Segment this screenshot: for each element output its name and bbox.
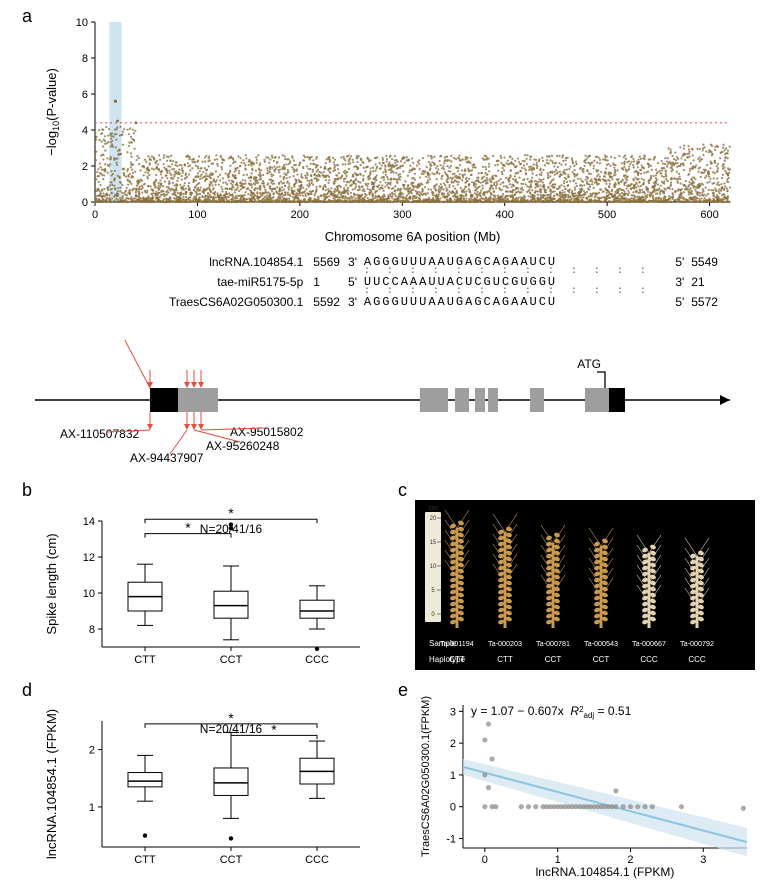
svg-text:Chromosome 6A position (Mb): Chromosome 6A position (Mb): [325, 229, 501, 244]
svg-text:600: 600: [700, 209, 718, 221]
boxplot-lncrna-fpkm: 12lncRNA.104854.1 (FPKM)CTTCCTCCC**N=20/…: [40, 695, 370, 875]
sequence-alignment: lncRNA.104854.1 5569 3' AGGGUUUAAUGAGCAG…: [160, 255, 720, 309]
svg-text:0: 0: [92, 209, 98, 221]
scatter-regression: 0123-10123lncRNA.104854.1 (FPKM)TraesCS6…: [415, 695, 755, 880]
svg-text:2: 2: [82, 161, 88, 173]
svg-text:200: 200: [291, 209, 309, 221]
svg-text:400: 400: [495, 209, 513, 221]
svg-text:500: 500: [598, 209, 616, 221]
panel-label-d: d: [22, 680, 32, 701]
alignment-row: TraesCS6A02G050300.1 5592 3' AGGGUUUAAUG…: [160, 295, 720, 309]
gene-model: ATGAX-110507832AX-94437907AX-95260248AX-…: [30, 340, 750, 480]
panel-label-a: a: [22, 6, 32, 27]
manhattan-plot: 02468100100200300400500600Chromosome 6A …: [40, 12, 740, 247]
svg-text:6: 6: [82, 89, 88, 101]
panel-label-e: e: [398, 680, 408, 701]
svg-text:300: 300: [393, 209, 411, 221]
wheat-samples-image: cm20151050SampleHaplotypeTa-001194Ta-000…: [415, 500, 755, 670]
svg-text:100: 100: [188, 209, 206, 221]
svg-text:8: 8: [82, 53, 88, 65]
svg-text:−log10(P-value): −log10(P-value): [44, 68, 61, 156]
svg-text:4: 4: [82, 125, 88, 137]
svg-text:10: 10: [76, 17, 88, 29]
panel-label-b: b: [22, 480, 32, 501]
panel-label-c: c: [398, 480, 407, 501]
svg-text:0: 0: [82, 197, 88, 209]
boxplot-spike-length: 8101214Spike length (cm)CTTCCTCCC**N=20/…: [40, 495, 370, 675]
